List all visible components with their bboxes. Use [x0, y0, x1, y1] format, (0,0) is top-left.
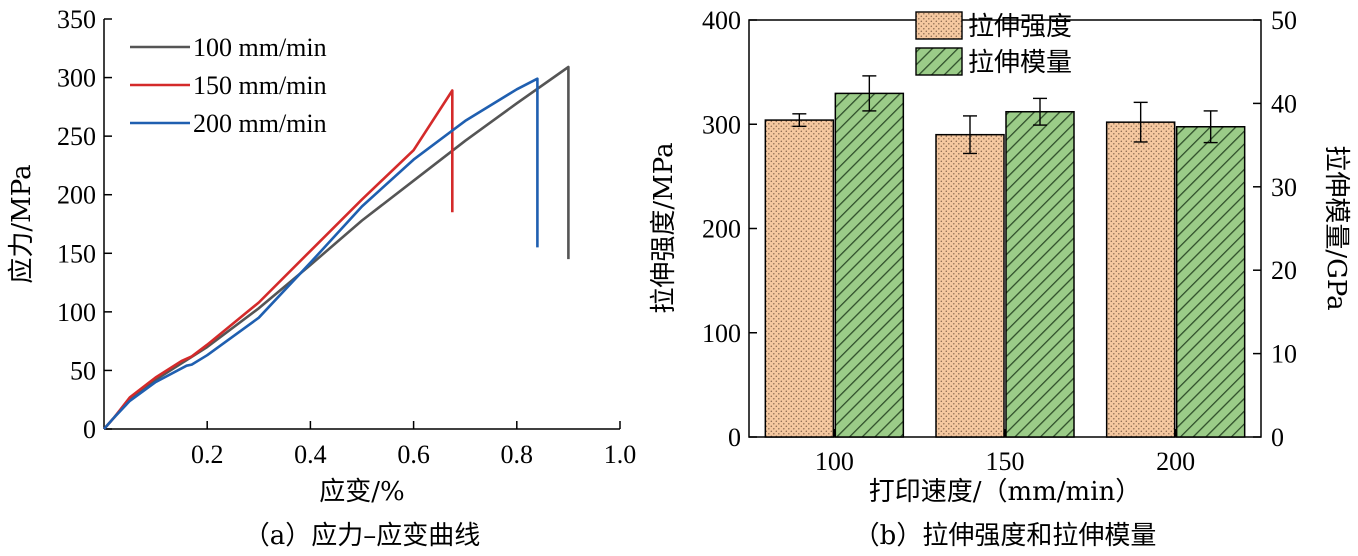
y-right-tick-label: 0 — [1271, 423, 1284, 452]
y-tick-label: 0 — [728, 423, 741, 452]
x-tick-label: 0.8 — [501, 440, 534, 469]
caption-b: （b）拉伸强度和拉伸模量 — [854, 521, 1157, 551]
x-ticks-b: 100 150 200 — [815, 429, 1195, 476]
bar — [1175, 126, 1246, 438]
y-ticks-left-b: 0 100 200 300 400 — [702, 6, 757, 452]
series-line — [103, 89, 454, 430]
y-right-tick-label: 50 — [1271, 6, 1297, 35]
legend-swatch — [915, 11, 963, 40]
series-lines-a — [103, 65, 570, 430]
legend-label: 150 mm/min — [193, 71, 327, 100]
legend-label: 拉伸强度 — [968, 12, 1072, 42]
legend-label: 拉伸模量 — [968, 48, 1072, 78]
legend-a: 100 mm/min 150 mm/min 200 mm/min — [130, 33, 327, 138]
bar — [935, 133, 1005, 438]
y-right-tick-label: 10 — [1271, 340, 1297, 369]
y-tick-label: 50 — [70, 356, 96, 385]
y-ticks-right-b: 0 10 20 30 40 50 — [1253, 6, 1297, 452]
x-tick-label: 0.6 — [397, 440, 430, 469]
y-axis-label-a: 应力/MPa — [7, 164, 37, 283]
legend-label: 200 mm/min — [193, 109, 327, 138]
x-axis-label-a: 应变/% — [319, 477, 404, 507]
bar — [834, 92, 905, 438]
bar — [1105, 121, 1176, 438]
y-tick-label: 100 — [702, 319, 741, 348]
y-ticks-a: 0 50 100 150 200 250 300 350 — [57, 5, 112, 444]
y-tick-label: 350 — [57, 5, 96, 34]
x-tick-label: 150 — [986, 447, 1025, 476]
x-tick-label: 200 — [1156, 447, 1195, 476]
y-tick-label: 200 — [702, 215, 741, 244]
y-axis-label-left-b: 拉伸强度/MPa — [649, 142, 679, 313]
y-tick-label: 200 — [57, 181, 96, 210]
caption-a: （a）应力–应变曲线 — [244, 521, 481, 551]
y-tick-label: 300 — [57, 64, 96, 93]
bars-b — [764, 75, 1246, 438]
y-tick-label: 100 — [57, 298, 96, 327]
series-line — [103, 65, 570, 430]
x-tick-label: 0.2 — [191, 440, 224, 469]
y-right-tick-label: 30 — [1271, 173, 1297, 202]
bar — [764, 119, 835, 438]
y-tick-label: 300 — [702, 110, 741, 139]
legend-swatch — [915, 47, 963, 76]
y-tick-label: 400 — [702, 6, 741, 35]
legend-label: 100 mm/min — [193, 33, 327, 62]
y-right-tick-label: 20 — [1271, 256, 1297, 285]
y-tick-label: 250 — [57, 122, 96, 151]
y-axis-label-right-b: 拉伸模量/GPa — [1321, 145, 1351, 310]
panel-a: 0 50 100 150 200 250 300 350 0.2 0.4 0.6 0.8 1.0 10… — [7, 5, 636, 551]
y-right-tick-label: 40 — [1271, 89, 1297, 118]
x-ticks-a: 0.2 0.4 0.6 0.8 1.0 — [191, 421, 636, 469]
x-tick-label: 1.0 — [604, 440, 637, 469]
panel-b: 0 100 200 300 400 0 10 20 30 40 50 100 150 200 拉伸强度… — [649, 6, 1351, 551]
x-tick-label: 100 — [815, 447, 854, 476]
bar — [1005, 110, 1075, 438]
x-tick-label: 0.4 — [294, 440, 327, 469]
y-tick-label: 0 — [83, 415, 96, 444]
y-tick-label: 150 — [57, 239, 96, 268]
x-axis-label-b: 打印速度/（mm/min） — [869, 477, 1142, 507]
series-line — [103, 77, 539, 430]
